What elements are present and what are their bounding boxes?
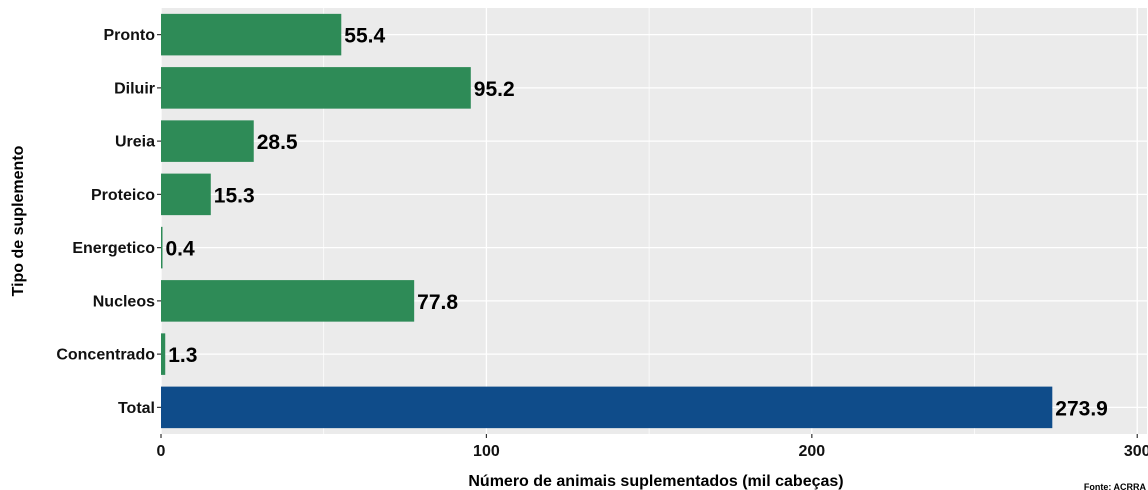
y-axis: Pronto Diluir Ureia Proteico Energetico Nucle… (56, 27, 161, 417)
x-tick-label: 300 (1124, 443, 1148, 460)
bar-energetico (161, 226, 163, 269)
bar-nucleos (161, 280, 415, 322)
x-tick-label: 100 (473, 443, 500, 460)
bar-pronto (161, 13, 342, 56)
bar-concentrado (161, 333, 166, 375)
y-tick-label: Total (118, 400, 155, 417)
bars (161, 13, 1053, 429)
bar-total (161, 386, 1053, 429)
caption: Fonte: ACRRA (1084, 482, 1147, 490)
x-tick-label: 200 (798, 443, 825, 460)
y-tick-label: Diluir (114, 80, 155, 97)
value-label: 55.4 (344, 25, 385, 48)
value-labels: 55.4 95.2 28.5 15.3 0.4 77.8 1.3 273.9 (166, 25, 1108, 421)
value-label: 273.9 (1055, 397, 1108, 420)
value-label: 15.3 (214, 184, 255, 207)
value-label: 28.5 (257, 131, 298, 154)
value-label: 1.3 (168, 344, 197, 367)
y-axis-title: Tipo de suplemento (10, 145, 27, 296)
value-label: 95.2 (474, 78, 515, 101)
x-axis: 0 100 200 300 (157, 434, 1148, 460)
y-tick-label: Concentrado (56, 347, 155, 364)
bar-ureia (161, 120, 254, 162)
value-label: 77.8 (417, 291, 458, 314)
x-tick-label: 0 (157, 443, 166, 460)
y-tick-label: Ureia (115, 134, 155, 151)
bar-diluir (161, 67, 471, 109)
bar-proteico (161, 173, 211, 216)
x-axis-title: Número de animais suplementados (mil cab… (468, 473, 843, 490)
y-tick-label: Proteico (91, 187, 155, 204)
y-tick-label: Pronto (103, 27, 155, 44)
y-tick-label: Nucleos (93, 293, 155, 310)
y-tick-label: Energetico (72, 240, 155, 257)
value-label: 0.4 (166, 238, 196, 261)
